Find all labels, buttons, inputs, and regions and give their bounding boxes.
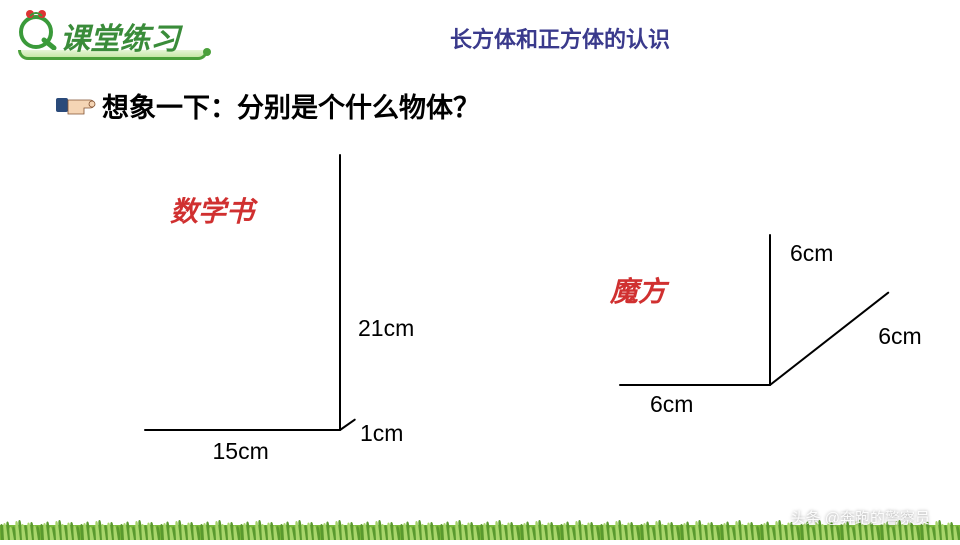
diagram1-length-label: 15cm <box>213 438 269 465</box>
diagram2-depth-label: 6cm <box>878 323 921 350</box>
diagram2-height-label: 6cm <box>790 240 833 267</box>
diagram1-depth-label: 1cm <box>360 420 403 447</box>
diagram2-length-label: 6cm <box>650 391 693 418</box>
diagram-2 <box>0 0 960 545</box>
diagram1-height-label: 21cm <box>358 315 414 342</box>
watermark: 头条 @奔跑的警察员 <box>791 507 930 528</box>
